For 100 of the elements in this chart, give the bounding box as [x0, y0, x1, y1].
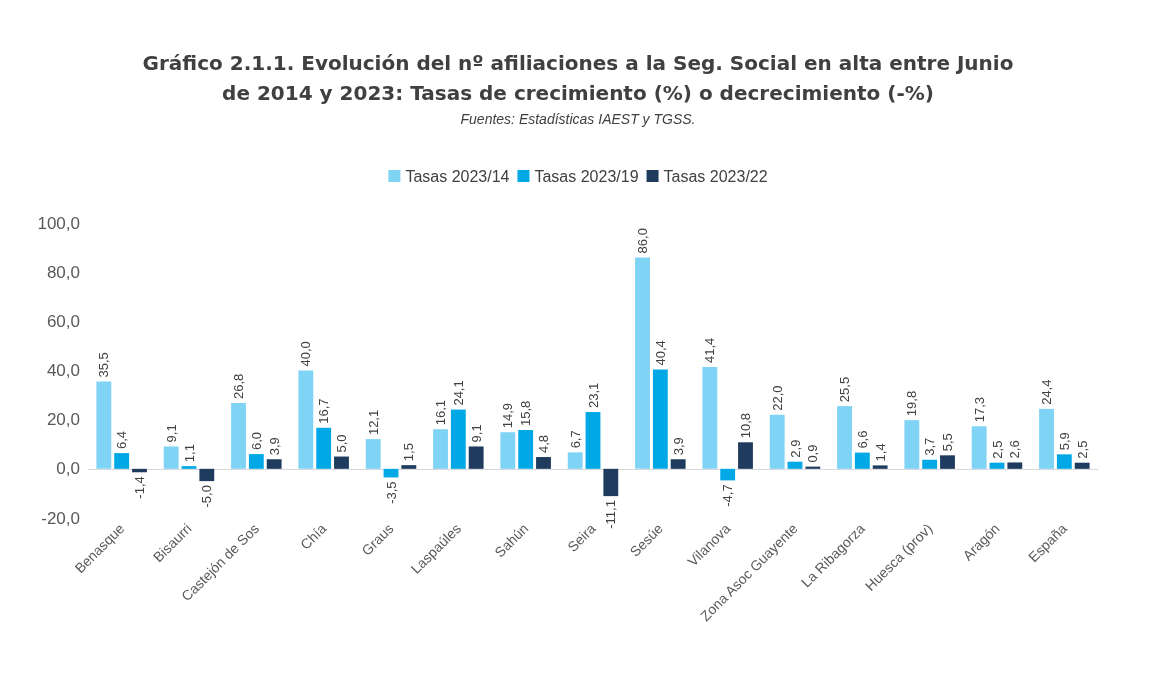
data-label: 6,0: [248, 432, 264, 451]
y-tick-label: 40,0: [46, 361, 80, 380]
y-tick-label: -20,0: [41, 508, 80, 528]
data-label: 19,8: [904, 390, 920, 417]
data-label: 17,3: [971, 396, 987, 423]
bar: [1007, 462, 1023, 469]
bar: [316, 427, 332, 469]
data-label: 2,5: [1074, 440, 1090, 459]
bar: [1074, 462, 1090, 469]
data-label: 2,6: [1007, 440, 1023, 459]
data-label: 25,5: [837, 376, 853, 403]
data-label: -1,4: [131, 476, 147, 499]
bar: [114, 453, 130, 469]
data-label: 9,1: [163, 424, 179, 443]
bar: [854, 452, 870, 469]
bar: [702, 367, 718, 469]
y-tick-label: 80,0: [46, 262, 80, 282]
bar: [518, 429, 534, 469]
data-label: 10,8: [737, 412, 753, 439]
data-label: 24,1: [450, 380, 466, 406]
bar: [585, 412, 601, 469]
chart-title: Gráfico 2.1.1. Evolución del nº afiliaciones a la Seg. Social en alta entre Junio de 2014 y 2023: Tasas de crecimiento (%) o decrecimiento (-%): [142, 51, 1014, 105]
bar: [635, 257, 650, 469]
legend-label: Tasas 2023/14: [405, 167, 510, 185]
data-label: -3,5: [383, 481, 399, 504]
bar: [163, 446, 179, 469]
bar: [401, 465, 417, 469]
bar: [365, 439, 381, 469]
bar: [1039, 408, 1054, 469]
data-label: -5,0: [199, 485, 215, 508]
y-tick-label: 0,0: [56, 459, 80, 479]
bar: [1056, 454, 1072, 469]
data-label: 2,5: [989, 440, 1005, 459]
data-label: 0,9: [805, 444, 821, 463]
legend-label: Tasas 2023/22: [663, 167, 768, 185]
bar: [989, 462, 1005, 469]
data-label: 41,4: [702, 337, 718, 364]
data-label: 3,7: [922, 437, 938, 456]
data-label: 6,4: [114, 431, 130, 450]
bar: [248, 454, 264, 469]
bar: [181, 466, 197, 469]
bar: [199, 468, 215, 482]
data-label: 12,1: [365, 409, 381, 436]
bar: [940, 455, 955, 469]
data-label: 14,9: [500, 402, 516, 429]
data-label: 3,9: [266, 437, 282, 456]
bar: [720, 468, 736, 481]
data-label: 5,5: [939, 433, 955, 452]
bar: [500, 432, 516, 469]
bar: [872, 465, 888, 469]
data-label: -11,1: [603, 500, 619, 529]
bar: [670, 459, 686, 469]
data-label: 6,7: [567, 430, 583, 449]
data-label: 1,4: [872, 443, 888, 462]
data-label: 5,0: [333, 434, 349, 453]
bar: [769, 414, 785, 469]
bar: [922, 459, 938, 469]
bar: [96, 381, 112, 469]
bar: [334, 456, 349, 469]
data-label: 4,8: [535, 434, 551, 454]
bar: [567, 452, 583, 469]
data-label: 40,4: [652, 340, 668, 366]
data-label: 9,1: [468, 424, 484, 443]
bar: [450, 409, 466, 469]
data-label: 86,0: [635, 228, 651, 254]
data-label: 40,0: [298, 341, 314, 367]
data-label: 1,1: [181, 444, 197, 463]
bar: [971, 426, 987, 469]
bar: [837, 406, 852, 469]
data-label: 5,9: [1056, 432, 1072, 451]
bar: [652, 369, 668, 469]
bar: [787, 461, 803, 469]
data-label: 24,4: [1039, 379, 1055, 405]
x-tick-label: Chía: [297, 520, 330, 553]
data-label: 16,7: [316, 398, 332, 424]
bar: [433, 429, 448, 469]
data-label: 2,9: [787, 439, 803, 458]
chart-subtitle: Fuentes: Estadísticas IAEST y TGSS.: [460, 111, 696, 127]
y-tick-label: 60,0: [46, 311, 80, 331]
y-tick-label: 20,0: [46, 410, 80, 430]
data-label: 6,6: [854, 430, 870, 449]
bar: [231, 402, 246, 469]
bar: [536, 457, 551, 469]
bar: [805, 466, 821, 469]
bar: [603, 468, 619, 497]
bar: [468, 446, 484, 469]
data-label: 1,5: [401, 443, 417, 462]
y-tick-label: 100,0: [37, 213, 80, 233]
data-label: 23,1: [585, 382, 601, 409]
legend-label: Tasas 2023/19: [534, 167, 639, 185]
data-label: 22,0: [769, 385, 785, 411]
data-label: 35,5: [96, 352, 112, 378]
bar: [266, 459, 282, 469]
bar: [738, 442, 753, 469]
bar: [298, 370, 314, 469]
data-label: 15,8: [518, 400, 534, 426]
data-label: -4,7: [720, 484, 736, 507]
bar: [904, 420, 920, 469]
data-label: 26,8: [231, 373, 247, 399]
data-label: 3,9: [670, 437, 686, 456]
